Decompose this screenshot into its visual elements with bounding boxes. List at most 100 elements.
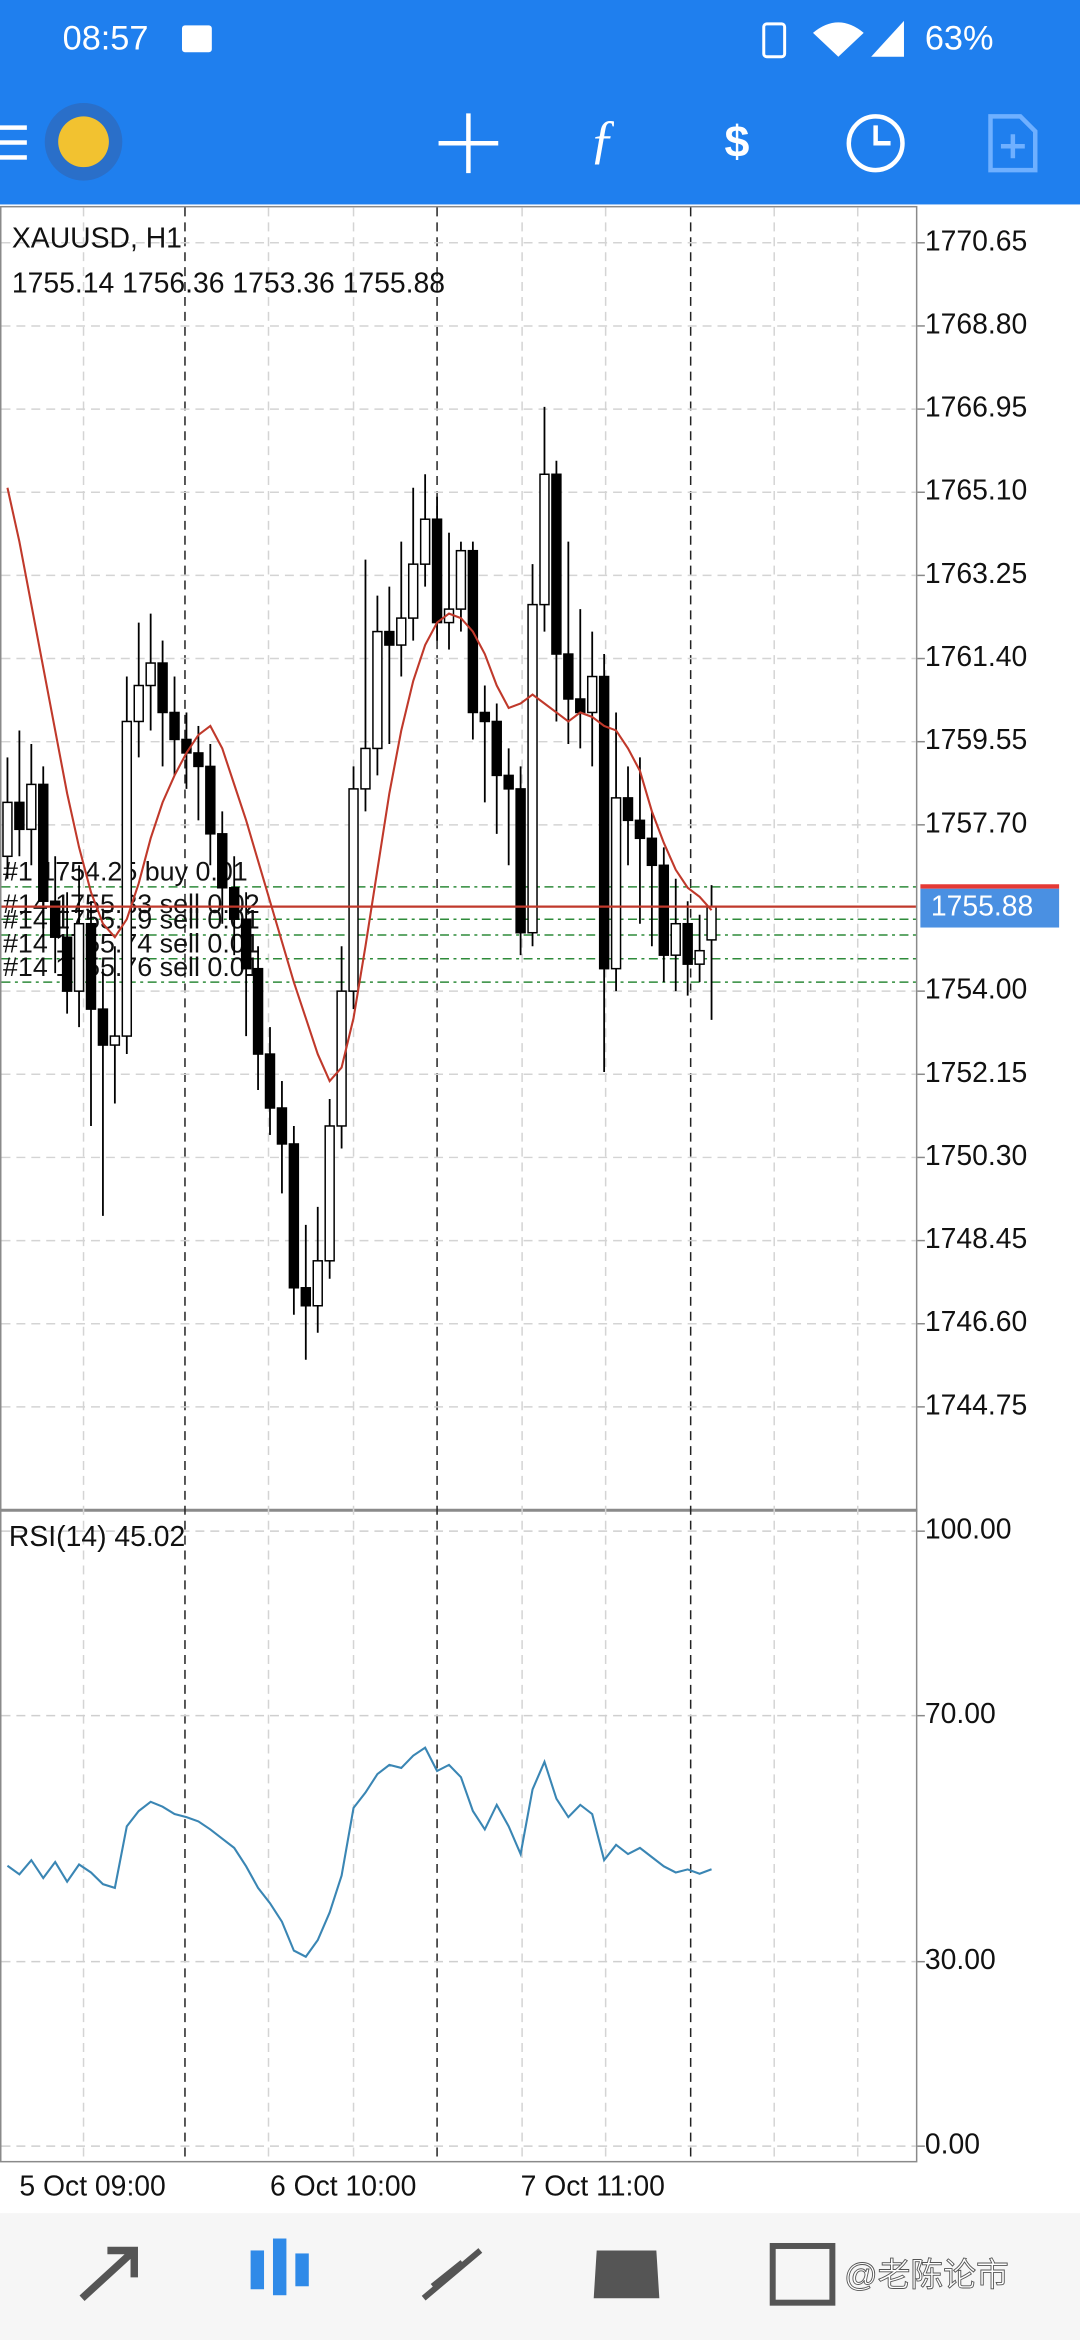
template-button[interactable]: [988, 114, 1038, 173]
line-series: [6, 487, 713, 1083]
price-tick-label: 1750.30: [925, 1140, 1027, 1172]
nav-quotes[interactable]: [79, 2246, 138, 2301]
candle-body: [288, 1143, 300, 1289]
rsi-tick-label: 100.00: [925, 1514, 1012, 1546]
candle-body: [38, 783, 49, 902]
candle-body: [694, 949, 705, 965]
image-icon: [181, 25, 212, 53]
candle-body: [670, 922, 681, 956]
candle-body: [575, 698, 586, 714]
price-tick-label: 1746.60: [925, 1306, 1027, 1338]
battery-level: 63%: [925, 19, 994, 57]
candle-body: [240, 918, 252, 970]
candle-body: [26, 783, 37, 831]
candle-body: [205, 765, 216, 835]
price-tick-label: 1752.15: [925, 1057, 1027, 1089]
candle-body: [85, 922, 97, 1010]
candle-body: [515, 788, 526, 934]
candle-body: [563, 653, 574, 700]
candle-body: [121, 720, 133, 1037]
rsi-tick-label: 30.00: [925, 1944, 996, 1976]
candle-body: [360, 747, 371, 790]
watermark: @老陈论市: [844, 2256, 1009, 2293]
rsi-tick-label: 70.00: [925, 1698, 996, 1730]
price-tick-label: 1744.75: [925, 1389, 1027, 1421]
candle-body: [479, 711, 491, 723]
candle-body: [622, 797, 634, 822]
price-tick-label: 1770.65: [925, 225, 1027, 257]
vertical-grid: [82, 207, 859, 2161]
candle-body: [133, 684, 144, 723]
candle-body: [658, 864, 670, 956]
candle-body: [431, 518, 443, 624]
vibrate-icon: [762, 22, 787, 59]
candle-body: [384, 630, 395, 646]
chart-layer: 1770.65 1768.80 1766.95 1765.10 1763.25 1761.…: [1, 225, 1027, 2202]
status-time: 08:57: [63, 19, 149, 57]
candle-body: [252, 967, 264, 1055]
price-tick-label: 1765.10: [925, 475, 1027, 507]
candle-body: [348, 788, 359, 992]
candle-body: [407, 563, 419, 619]
menu-button[interactable]: [0, 125, 27, 160]
price-tick-label: 1763.25: [925, 558, 1027, 590]
x-tick-label: 6 Oct 10:00: [270, 2170, 416, 2202]
x-tick-label: 5 Oct 09:00: [19, 2170, 165, 2202]
nav-chart[interactable]: [250, 2238, 309, 2296]
candle-body: [527, 603, 538, 934]
candle-body: [491, 720, 502, 777]
indicators-button[interactable]: ƒ: [589, 109, 616, 169]
candle-body: [586, 675, 598, 714]
candle-body: [312, 1260, 323, 1307]
nav-news[interactable]: [769, 2242, 836, 2306]
candle-body: [539, 473, 550, 606]
app-logo-inner: [58, 116, 109, 168]
bottom-nav: [0, 2213, 1080, 2340]
candle-body: [336, 990, 347, 1127]
candle-body: [181, 738, 192, 754]
candle-body: [503, 774, 514, 790]
price-box: [920, 888, 1060, 928]
timeframe-button[interactable]: [846, 114, 905, 173]
candle-body: [372, 630, 383, 750]
candle-body: [157, 662, 168, 714]
candle-body: [646, 837, 658, 867]
candle-body: [61, 936, 73, 992]
candle-body: [228, 887, 240, 920]
current-price: 1755.88: [931, 891, 1033, 923]
candle-body: [264, 1053, 276, 1109]
price-tick-label: 1757.70: [925, 807, 1027, 839]
ohlc: 1755.14 1756.36 1753.36 1755.88: [12, 268, 445, 300]
candle-body: [217, 833, 228, 889]
candle-body: [14, 801, 25, 831]
candle-body: [97, 1008, 109, 1046]
nav-trade[interactable]: [421, 2248, 483, 2301]
candle-body: [455, 549, 467, 610]
rsi-tick-label: 0.00: [925, 2129, 980, 2161]
candle-body: [324, 1125, 335, 1262]
candle-body: [2, 801, 13, 858]
candle-body: [598, 675, 610, 970]
price-tick-label: 1766.95: [925, 392, 1027, 424]
price-tick-label: 1761.40: [925, 641, 1027, 673]
candle-body: [49, 900, 61, 938]
ask-marker: [920, 884, 1060, 889]
line-series: [6, 1746, 712, 1959]
candle-body: [145, 662, 156, 687]
period-separators: [184, 207, 692, 2161]
x-tick-label: 7 Oct 11:00: [521, 2170, 665, 2202]
symbol: XAUUSD, H1: [12, 223, 182, 255]
candle-body: [682, 922, 693, 965]
chart-frame: [0, 205, 918, 2163]
candle-body: [706, 905, 717, 941]
rsi-label: RSI(14) 45.02: [9, 1521, 185, 1553]
app-bar: [0, 0, 1080, 205]
price-tick-label: 1754.00: [925, 974, 1027, 1006]
nav-history[interactable]: [593, 2250, 660, 2299]
candle-body: [193, 752, 204, 768]
candle-body: [396, 617, 407, 646]
trade-button[interactable]: $: [724, 117, 749, 167]
crosshair-button[interactable]: [438, 113, 499, 174]
candle-body: [634, 819, 646, 840]
